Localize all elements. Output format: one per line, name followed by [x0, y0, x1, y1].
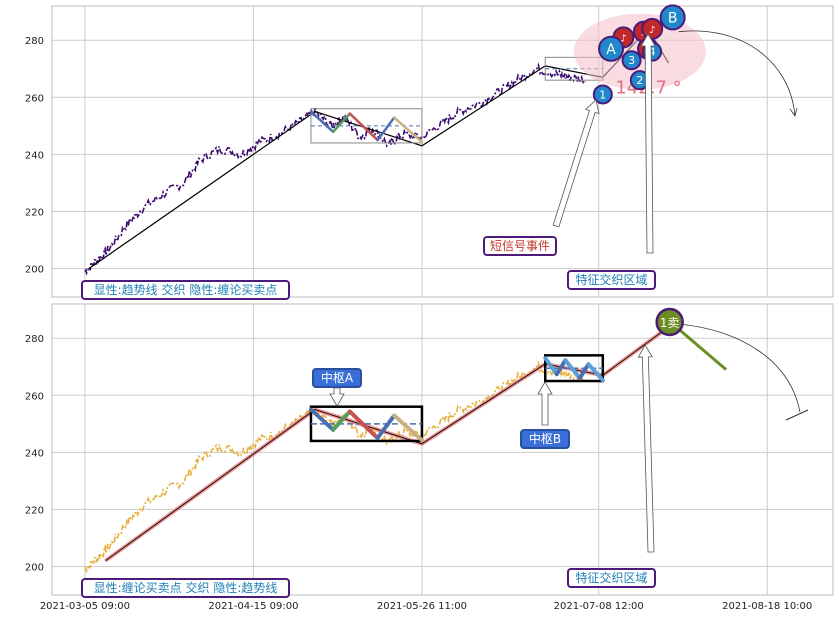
- stroke-segment: [376, 116, 396, 142]
- stroke-segment: [375, 413, 397, 441]
- zhongshu-b-label: 中枢B: [529, 431, 561, 446]
- bottom-legend-note-box: [81, 578, 290, 598]
- x-tick-label: 2021-03-05 09:00: [40, 601, 130, 612]
- bottom-legend-note: 显性:缠论买卖点 交织 隐性:趋势线: [94, 580, 278, 595]
- zhongshu-a-label-box: [312, 368, 362, 388]
- sell-point-marker: [655, 307, 684, 337]
- stroke-segment: [586, 362, 605, 383]
- red-signal-label: ♪: [620, 33, 626, 44]
- short-signal-label-box: [483, 236, 557, 256]
- pointer-arrow: [640, 33, 656, 254]
- top-panel-frame: [51, 5, 834, 298]
- curve-arrow-head: [785, 409, 809, 421]
- stroke-segment: [348, 112, 379, 142]
- x-tick-label: 2021-07-08 12:00: [554, 601, 644, 612]
- pointer-arrow: [637, 344, 655, 553]
- short-signal-label: 短信号事件: [490, 239, 550, 253]
- pointer-arrow: [329, 387, 345, 407]
- pointer-arrow: [552, 99, 600, 228]
- stroke-segment: [543, 356, 559, 377]
- blue-signal-label: 4: [649, 46, 656, 59]
- y-tick-label: 260: [25, 93, 44, 104]
- top-feature-zone-label-box: [567, 270, 656, 290]
- y-tick-label: 200: [25, 264, 44, 275]
- sell-segment: [671, 322, 728, 371]
- stroke-segment: [563, 358, 582, 381]
- trend-line: [105, 323, 673, 562]
- blue-signal-marker: [659, 4, 686, 31]
- stroke-segment: [331, 112, 352, 134]
- zhongshu-b-label-box: [520, 429, 570, 449]
- curve-arrow-head: [789, 107, 798, 117]
- top-feature-zone-label: 特征交织区域: [575, 272, 647, 287]
- price-series-line: [84, 62, 586, 276]
- y-tick-label: 280: [25, 334, 44, 345]
- blue-signal-label: B: [668, 10, 678, 26]
- y-tick-label: 220: [25, 207, 44, 218]
- stroke-segment: [347, 409, 380, 441]
- blue-signal-label: A: [606, 42, 616, 58]
- blue-signal-marker: [621, 50, 642, 71]
- top-legend-note: 显性:趋势线 交织 隐性:缠论买卖点: [94, 282, 278, 297]
- sell-point-label: 1卖: [660, 316, 680, 330]
- blue-signal-marker: [598, 35, 625, 62]
- top-legend-note-box: [81, 280, 290, 300]
- x-tick-label: 2021-04-15 09:00: [208, 601, 298, 612]
- stroke-segment: [392, 413, 424, 443]
- stroke-segment: [308, 407, 336, 432]
- stroke-segment: [577, 362, 591, 381]
- curve-arrow: [678, 30, 796, 117]
- blue-signal-label: 2: [636, 74, 643, 87]
- zhongshu-a-label: 中枢A: [321, 370, 354, 385]
- blue-signal-label: 1: [599, 88, 606, 101]
- stroke-segment: [331, 409, 352, 432]
- x-tick-label: 2021-05-26 11:00: [377, 601, 467, 612]
- y-tick-label: 280: [25, 36, 44, 47]
- y-tick-label: 260: [25, 391, 44, 402]
- bottom-panel-frame: [51, 303, 834, 596]
- y-tick-label: 240: [25, 150, 44, 161]
- pointer-arrow: [537, 381, 553, 426]
- stroke-segment: [554, 358, 568, 377]
- blue-signal-marker: [592, 84, 613, 105]
- y-tick-label: 200: [25, 562, 44, 573]
- red-signal-label: ♪: [649, 25, 655, 36]
- stroke-segment: [392, 116, 424, 144]
- bottom-feature-zone-label-box: [567, 568, 656, 588]
- curve-arrow: [678, 323, 801, 413]
- bottom-feature-zone-label: 特征交织区域: [575, 570, 647, 585]
- y-tick-label: 220: [25, 505, 44, 516]
- y-tick-label: 240: [25, 448, 44, 459]
- x-tick-label: 2021-08-18 10:00: [722, 601, 812, 612]
- stroke-segment: [309, 110, 335, 134]
- blue-signal-label: 3: [628, 54, 635, 67]
